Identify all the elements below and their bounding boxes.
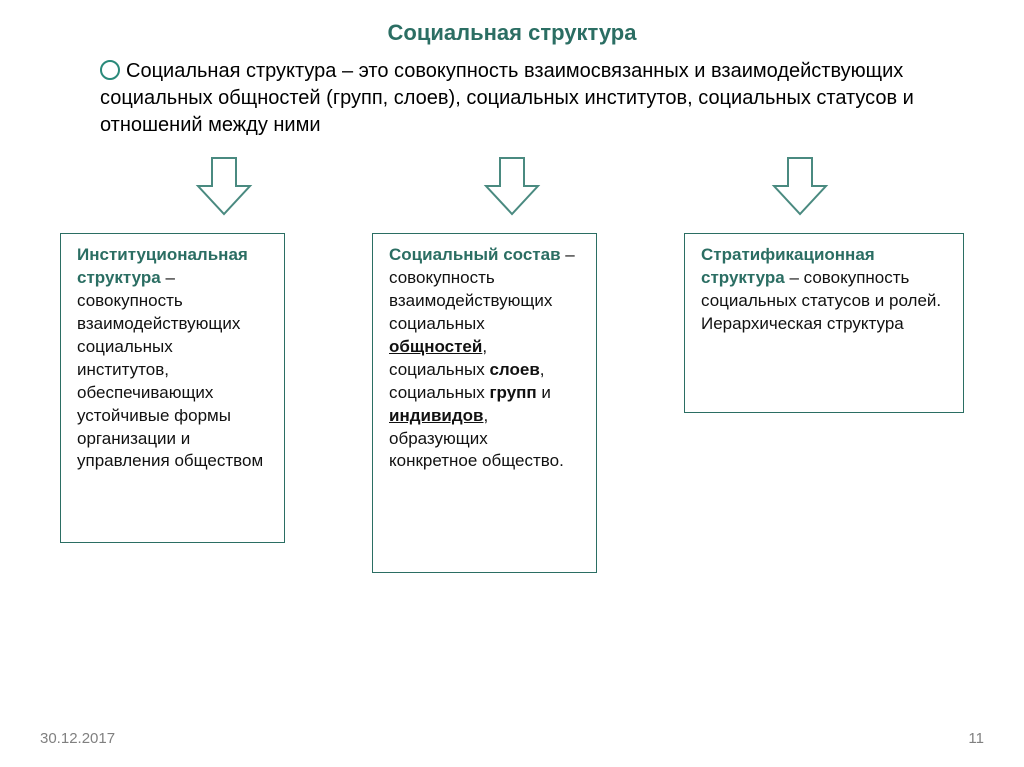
down-arrow-icon	[477, 151, 547, 221]
box-institutional: Институциональная структура – совокупнос…	[60, 233, 285, 543]
footer: 30.12.2017 11	[40, 730, 984, 747]
arrow-path	[774, 158, 826, 214]
page-title: Социальная структура	[40, 20, 984, 46]
arrow-path	[198, 158, 250, 214]
body-fragment: индивидов	[389, 406, 484, 425]
body-fragment: групп	[489, 383, 536, 402]
slide: Социальная структура Социальная структур…	[0, 0, 1024, 767]
body-fragment: общностей	[389, 337, 482, 356]
arrows-row	[40, 151, 984, 221]
box-body: – совокупность взаимодействующих социаль…	[389, 245, 575, 470]
footer-date: 30.12.2017	[40, 730, 115, 747]
footer-page: 11	[968, 730, 984, 747]
box-stratification: Стратификационная структура – совокупнос…	[684, 233, 964, 413]
box-social-composition: Социальный состав – совокупность взаимод…	[372, 233, 597, 573]
body-fragment: и	[537, 383, 551, 402]
box-body: – совокупность взаимодействующих социаль…	[77, 268, 263, 471]
definition-term: Социальная структура	[126, 60, 336, 82]
definition-paragraph: Социальная структура – это совокупность …	[40, 58, 984, 139]
body-fragment: слоев	[489, 360, 539, 379]
arrow-path	[486, 158, 538, 214]
box-title: Социальный состав	[389, 245, 561, 264]
boxes-row: Институциональная структура – совокупнос…	[40, 233, 984, 573]
down-arrow-icon	[765, 151, 835, 221]
down-arrow-icon	[189, 151, 259, 221]
bullet-icon	[100, 60, 120, 80]
